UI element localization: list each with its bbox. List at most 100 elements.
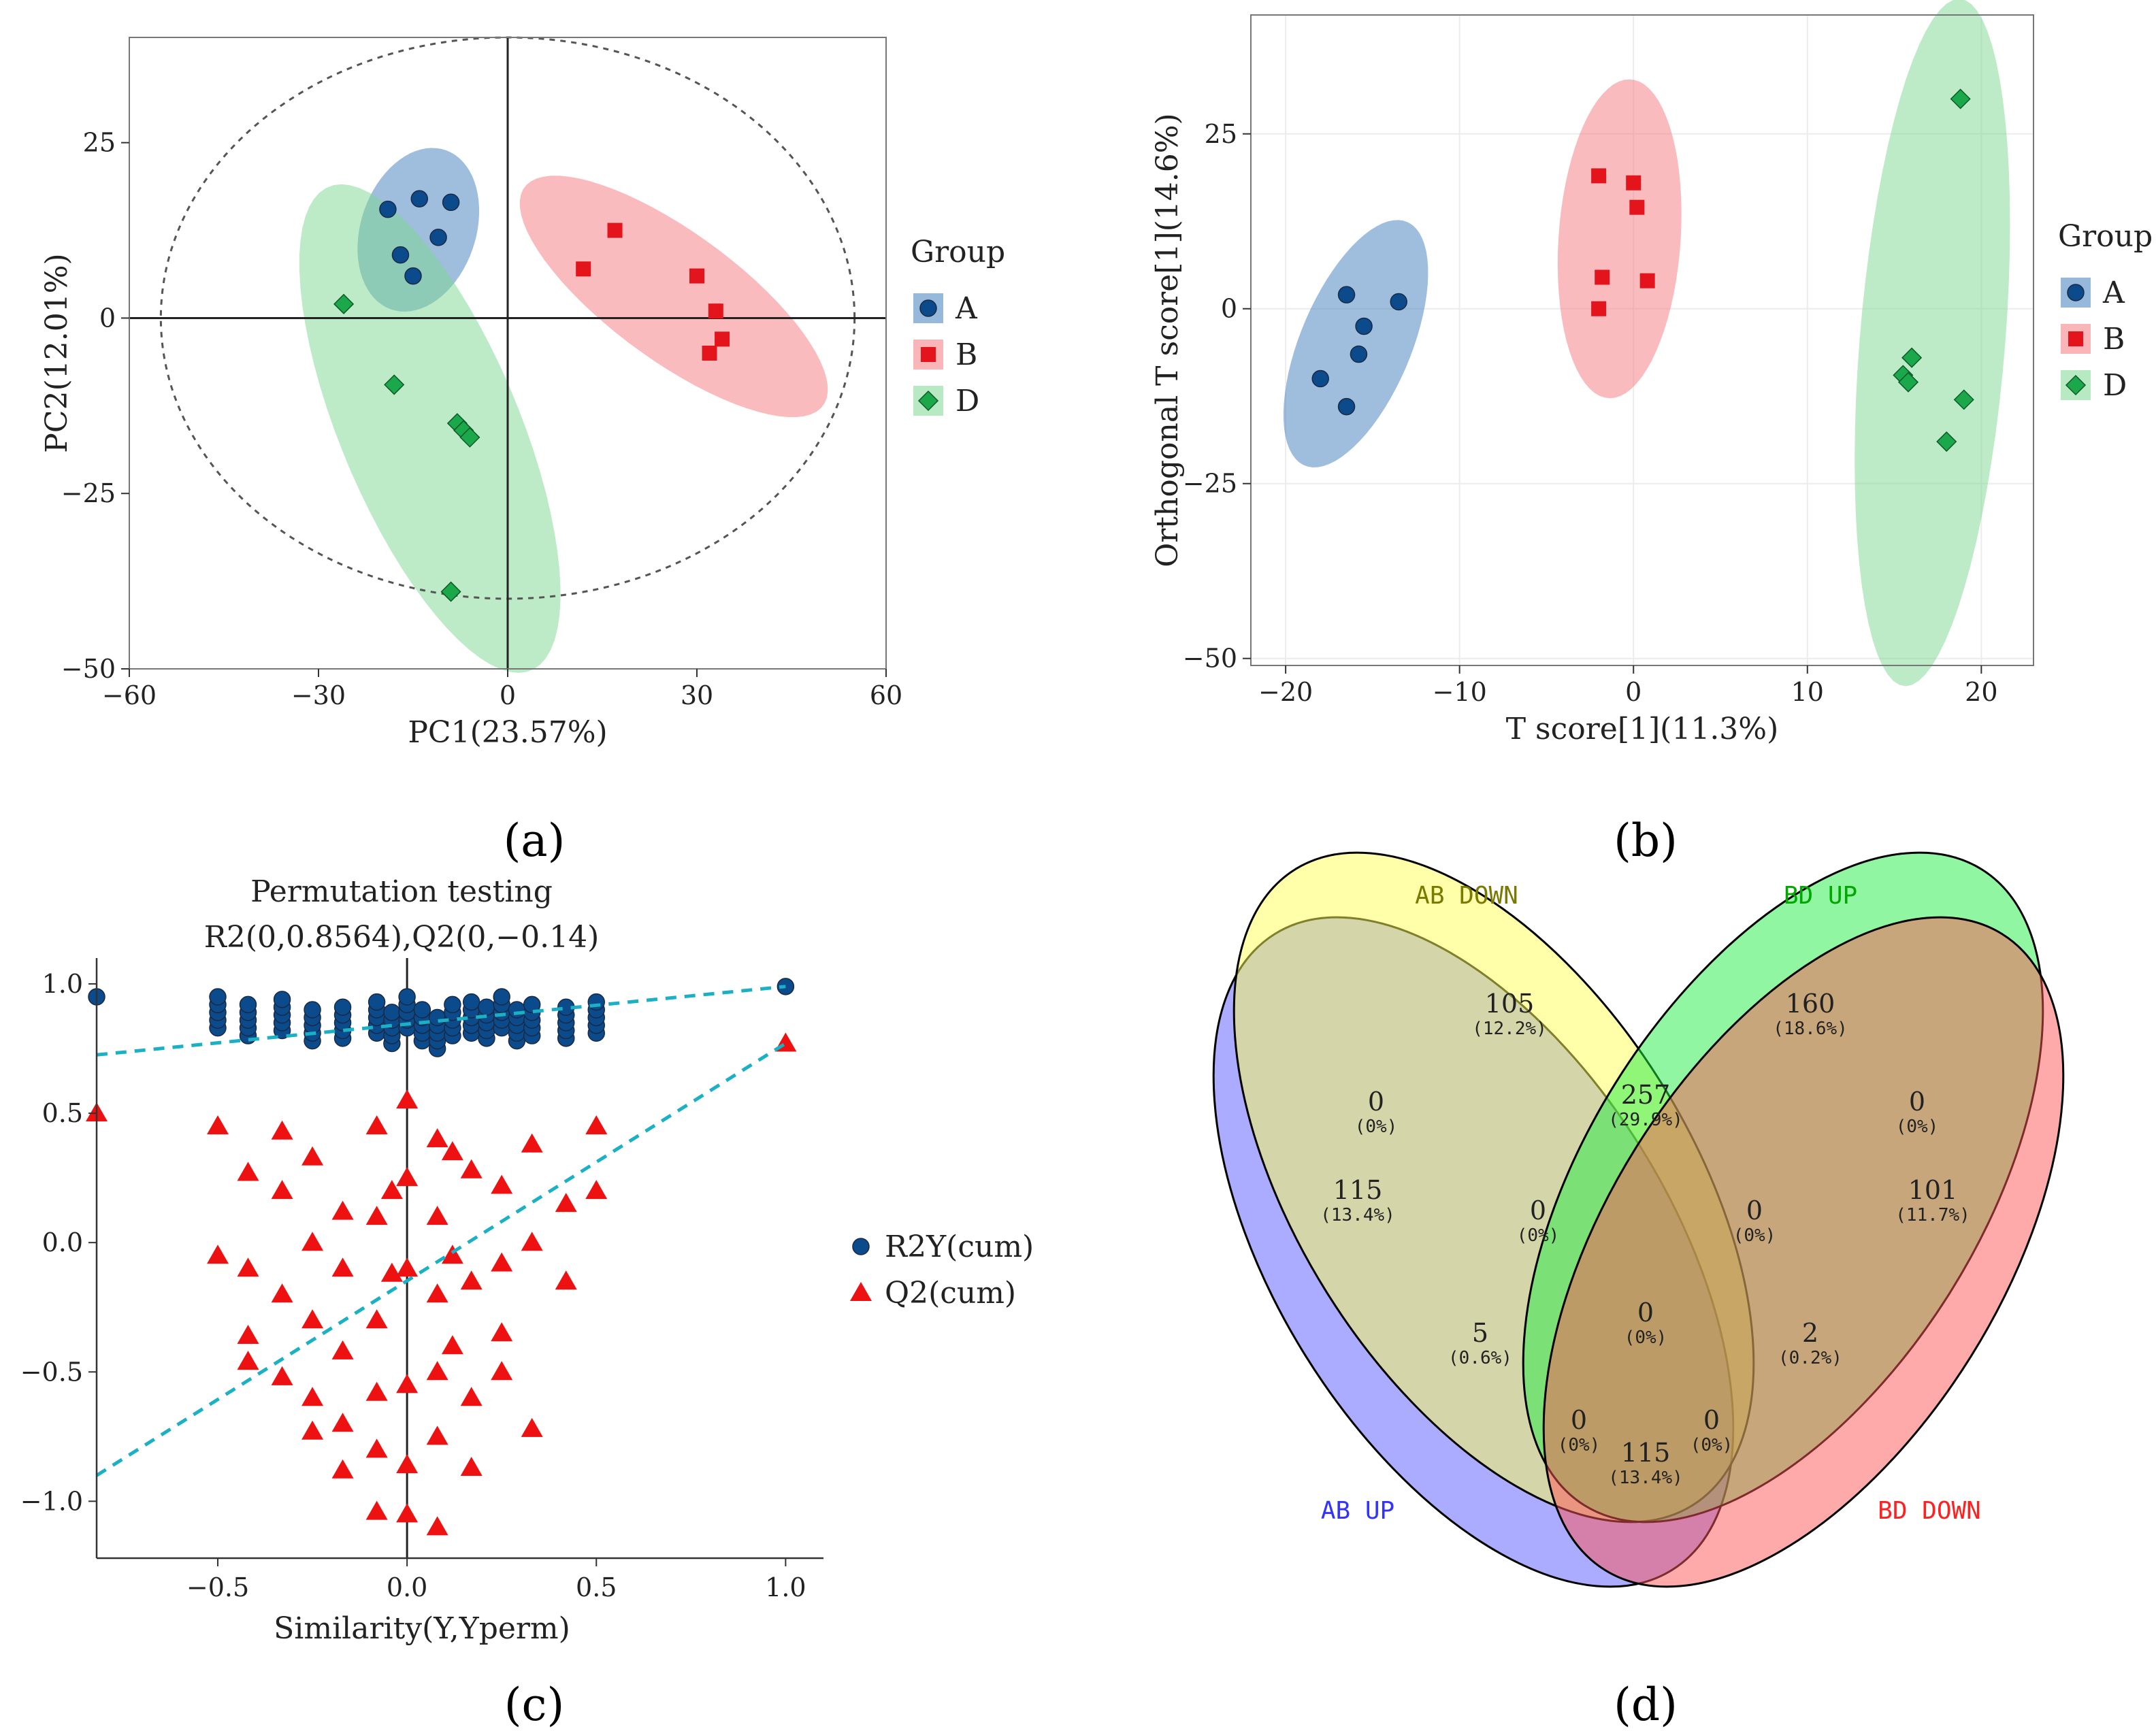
q2-point bbox=[460, 1159, 483, 1178]
q2-point bbox=[396, 1089, 419, 1109]
x-tick-label: 1.0 bbox=[765, 1572, 806, 1602]
point-A bbox=[1311, 369, 1329, 388]
venn-region-count: 0 bbox=[1571, 1405, 1587, 1435]
plot-frame bbox=[1250, 14, 2034, 666]
q2-point bbox=[301, 1420, 324, 1440]
q2-point bbox=[271, 1120, 293, 1140]
q2-point bbox=[426, 1206, 448, 1225]
venn-region-count: 257 bbox=[1621, 1080, 1671, 1110]
venn-set-3-ellipse bbox=[1542, 916, 2065, 1588]
q2-point bbox=[426, 1128, 448, 1148]
point-B bbox=[607, 222, 623, 238]
venn-region-pct: (0%) bbox=[1896, 1117, 1939, 1137]
r2y-point bbox=[413, 1001, 431, 1019]
y-tick-label: −50 bbox=[1183, 644, 1237, 674]
x-tick-label: −20 bbox=[1258, 677, 1313, 707]
y-tick-label: −50 bbox=[61, 654, 116, 684]
r2y-point bbox=[462, 993, 480, 1011]
point-D bbox=[440, 581, 461, 602]
y-tick-label: 0 bbox=[99, 303, 116, 333]
point-A bbox=[429, 229, 447, 246]
x-tick-label: 60 bbox=[870, 680, 902, 710]
venn-region-pct: (0%) bbox=[1558, 1435, 1601, 1455]
q2-point bbox=[331, 1459, 354, 1479]
point-D bbox=[1950, 88, 1971, 110]
legend-label-B: B bbox=[956, 337, 977, 372]
x-tick-label: 0.5 bbox=[576, 1572, 617, 1602]
point-B bbox=[1626, 175, 1642, 191]
x-axis-label: Similarity(Y,Yperm) bbox=[274, 1611, 570, 1646]
q2-point bbox=[491, 1174, 513, 1194]
q2-point bbox=[460, 1456, 483, 1476]
venn-region-count: 0 bbox=[1368, 1087, 1384, 1117]
y-tick-label: −0.5 bbox=[20, 1357, 83, 1387]
point-A bbox=[379, 200, 397, 218]
x-tick-label: −10 bbox=[1433, 677, 1487, 707]
q2-point bbox=[301, 1387, 324, 1406]
q2-point bbox=[237, 1351, 259, 1370]
point-D bbox=[384, 374, 405, 395]
q2-point bbox=[237, 1161, 259, 1181]
y-axis-label: PC2(12.01%) bbox=[39, 253, 74, 452]
panel-label: (d) bbox=[1614, 1679, 1678, 1731]
q2-point bbox=[441, 1244, 463, 1264]
r2y-point bbox=[493, 988, 510, 1006]
q2-point bbox=[301, 1146, 324, 1166]
legend-label-r2y: R2Y(cum) bbox=[885, 1230, 1034, 1264]
q2-point bbox=[271, 1366, 293, 1385]
r2y-point bbox=[523, 995, 541, 1014]
point-A bbox=[1350, 345, 1368, 363]
q2-point bbox=[396, 1257, 419, 1277]
venn-region-pct: (0%) bbox=[1517, 1225, 1560, 1246]
venn-region-pct: (0%) bbox=[1624, 1328, 1667, 1348]
r2y-point bbox=[209, 988, 227, 1006]
x-tick-label: 0.0 bbox=[387, 1572, 427, 1602]
q2-point bbox=[460, 1270, 483, 1290]
legend-marker-q2 bbox=[850, 1282, 872, 1301]
panel-d-venn: AB UP AB DOWN BD UP BD DOWN 105(12.2%) 160(18… bbox=[1212, 851, 2065, 1588]
y-tick-label: −25 bbox=[61, 478, 116, 508]
q2-point bbox=[555, 1270, 577, 1290]
y-tick-label: 0.5 bbox=[42, 1098, 83, 1128]
point-B bbox=[715, 331, 730, 347]
venn-region-pct: (18.6%) bbox=[1773, 1019, 1848, 1039]
x-tick-label: 20 bbox=[1965, 677, 1997, 707]
q2-point bbox=[365, 1206, 388, 1225]
r2y-regression-line bbox=[96, 985, 786, 1057]
x-tick-label: −30 bbox=[291, 680, 346, 710]
group-A-ellipse bbox=[1283, 220, 1428, 467]
point-A bbox=[391, 246, 410, 264]
point-A bbox=[1390, 293, 1407, 311]
y-tick-label: −1.0 bbox=[20, 1486, 83, 1516]
x-tick-label: 0 bbox=[500, 680, 516, 710]
point-B bbox=[689, 268, 704, 284]
venn-region-count: 105 bbox=[1485, 989, 1535, 1019]
r2y-point bbox=[333, 998, 352, 1016]
venn-region-count: 160 bbox=[1786, 989, 1835, 1019]
legend-marker-A bbox=[2067, 284, 2085, 301]
legend-marker-A bbox=[919, 299, 937, 317]
panel-b-chart: −20 −10 0 10 20 −50 −25 0 25 T score[1](11.3%) Ort… bbox=[1150, 0, 2153, 746]
x-axis-label: T score[1](11.3%) bbox=[1506, 712, 1779, 746]
chart-title: Permutation testing bbox=[250, 874, 553, 909]
point-D bbox=[1953, 389, 1974, 410]
point-D bbox=[1901, 347, 1923, 368]
r2y-point bbox=[368, 993, 386, 1011]
group-B-ellipse bbox=[1557, 79, 1682, 399]
venn-region-pct: (0%) bbox=[1733, 1225, 1776, 1246]
point-D bbox=[333, 293, 355, 314]
q2-point bbox=[380, 1180, 403, 1200]
legend-label-D: D bbox=[2103, 368, 2127, 403]
legend-marker-D bbox=[2065, 374, 2087, 396]
q2-point bbox=[555, 1193, 577, 1213]
venn-region-pct: (0%) bbox=[1355, 1117, 1398, 1137]
legend-label-D: D bbox=[956, 384, 979, 418]
r2y-point bbox=[428, 1008, 446, 1027]
q2-point bbox=[441, 1141, 463, 1161]
q2-point bbox=[585, 1115, 608, 1135]
point-A bbox=[410, 190, 429, 208]
y-tick-label: 25 bbox=[1205, 119, 1237, 149]
q2-point bbox=[491, 1252, 513, 1272]
venn-region-count: 101 bbox=[1908, 1175, 1958, 1205]
